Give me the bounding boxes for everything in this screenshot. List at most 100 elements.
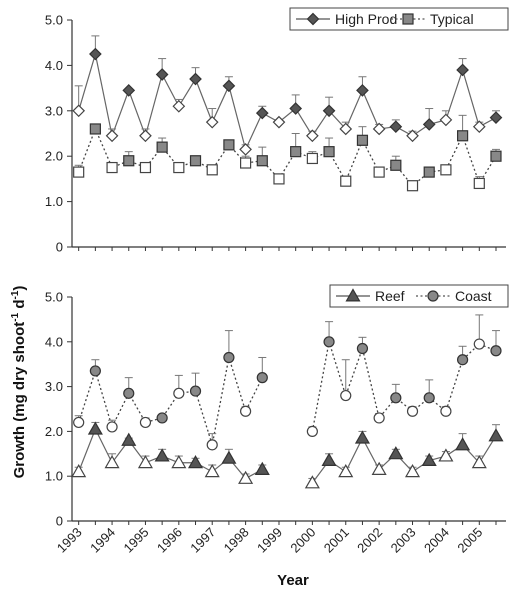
x-tick-label: 1999 [254,525,285,556]
panel-top-legend-label: High Prod [335,11,397,27]
panel-bottom-coast-point [73,416,85,429]
y-axis-title-mid: d [11,299,28,312]
panel-bottom-reef-point [388,446,404,460]
panel-bottom-coast-point [423,392,435,404]
panel-top-high-prod-point [255,106,269,120]
y-axis-title-main: Growth (mg dry shoot [11,322,28,479]
panel-bottom-reef-point [154,448,170,462]
panel-bottom-coast-line [78,357,263,446]
panel-bottom-coast-point [189,385,202,397]
panel-top-high-prod-point [155,68,169,81]
panel-bottom-reef-point [254,461,270,475]
panel-bottom-reef-point [171,455,187,469]
panel-bottom-y-tick-label: 4.0 [45,334,63,349]
panel-bottom-y-tick-label: 2.0 [45,424,63,439]
panel-top-typical-point [256,155,268,167]
panel-top-typical-point [173,161,185,174]
panel-bottom-y-tick-label: 1.0 [45,469,63,484]
panel-top-typical-point [440,164,452,176]
panel-bottom-reef-point [421,452,437,466]
panel-top-high-prod-point [72,104,86,118]
panel-bottom-legend-label: Coast [455,288,492,304]
panel-bottom-coast-point [123,387,135,399]
panel-top-typical-point [106,161,118,174]
x-tick-label: 1996 [154,525,185,556]
panel-top-typical-point [490,150,502,162]
panel-top-typical-point [89,123,101,135]
panel-top-y-tick-label: 4.0 [45,58,63,73]
panel-bottom-reef-point [471,455,487,469]
panel-top-high-prod-point [222,79,236,93]
panel-top-typical-point [139,161,152,174]
panel-top-y-tick-label: 5.0 [45,13,63,28]
panel-bottom-reef-point [371,461,387,475]
panel-top-typical-point [390,159,402,171]
panel-top-typical-point [423,166,435,178]
panel-top-typical-point [290,146,302,158]
panel-bottom-reef-line [78,427,263,480]
panel-bottom-reef-point [187,455,204,469]
panel-top-typical-point [473,177,485,190]
panel-bottom-coast-point [173,387,185,399]
panel-bottom-coast-point [373,412,385,424]
panel-bottom-coast-point [240,405,252,417]
panel-top-typical-point [457,130,469,142]
panel-bottom-coast-point [256,372,268,384]
panel-top-typical-point [206,164,218,176]
panel-bottom-coast-point [106,421,118,433]
panel-bottom-reef-point [338,464,354,478]
panel-top-legend-box [289,7,509,31]
panel-top-typical-point [306,152,318,165]
x-tick-label: 2003 [388,525,419,556]
panel-top-high-prod-point [389,120,403,134]
panel-bottom-reef-point [354,430,370,444]
panel-bottom-coast-point [323,336,335,348]
panel-top-high-prod-point [422,118,436,131]
panel-bottom-coast-point [139,416,152,429]
x-tick-label: 1995 [121,525,152,556]
panel-bottom-coast-point [440,405,452,417]
panel-bottom-reef-point [204,464,220,478]
panel-top-high-prod-point [372,122,386,136]
panel-bottom-legend-marker [345,288,361,302]
panel-top-high-prod-point [239,143,252,156]
panel-top-high-prod-point [205,115,219,129]
panel-bottom-coast-point [390,392,402,404]
panel-top-typical-point [340,175,352,187]
panel-top-typical-point [356,134,369,146]
panel-top-typical-point [73,166,85,178]
panel-top-typical-point [223,139,235,151]
panel-top-legend-marker [306,12,320,26]
panel-bottom-coast-point [473,338,485,350]
panel-top-typical-point [273,173,285,185]
panel-top-high-prod-point [489,111,503,124]
panel-bottom-coast-line [311,341,497,432]
panel-top-high-prod-point [356,84,369,97]
y-axis-title-end: ) [11,286,28,291]
panel-bottom-coast-point [306,425,318,437]
x-tick-label: 2005 [454,525,485,556]
panel-bottom-legend-box [329,284,509,308]
panel-bottom-coast-point [206,439,218,451]
panel-top-high-prod-point [122,84,136,97]
panel-top-high-prod-point [472,120,486,134]
panel-bottom-coast-point [223,351,235,364]
panel-bottom-coast-point [356,342,369,355]
panel-bottom-coast-point [457,354,469,366]
panel-top-typical-point [323,146,335,158]
panel-bottom-reef-point [121,432,137,446]
panel-top-high-prod-point [89,47,102,61]
panel-top-high-prod-point [322,104,336,118]
panel-top-high-prod-point [105,129,119,143]
panel-bottom-reef-point [137,455,153,469]
panel-bottom-coast-point [490,345,502,357]
panel-bottom-reef-point [71,464,87,478]
panel-top-typical-point [406,180,419,192]
x-tick-label: 2000 [287,525,318,556]
x-tick-label: 1993 [54,525,85,556]
panel-bottom-reef-point [104,455,120,469]
x-tick-label: 1997 [187,525,218,556]
x-tick-label: 1994 [87,525,118,556]
panel-bottom-y-tick-label: 3.0 [45,379,63,394]
